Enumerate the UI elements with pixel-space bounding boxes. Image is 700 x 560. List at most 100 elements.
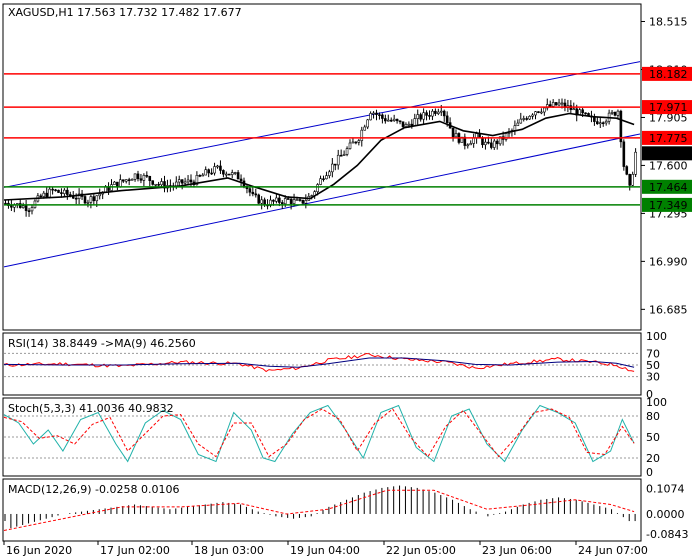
candle-body [389,119,393,122]
candle-body [66,189,69,195]
candle-body [251,191,255,195]
moving-average-line [3,112,635,201]
candle-body [316,184,319,193]
candle-body [557,102,561,106]
candle-body [219,165,222,171]
candle-body [30,207,34,212]
candle-body [366,119,369,128]
candle-body [27,210,31,212]
candle-body [451,127,455,138]
candle-body [392,118,396,121]
candle-body [522,118,526,120]
candle-body [207,169,210,174]
candle-body [460,136,464,143]
candle-body [189,179,193,183]
candle-body [604,120,608,124]
candle-body [545,104,549,109]
candle-body [42,192,46,197]
candle-body [581,109,584,114]
candle-body [525,118,528,120]
stoch-layer [3,404,640,463]
candle-body [331,163,334,173]
candle-body [10,205,13,208]
candle-body [584,112,587,115]
candle-body [236,172,240,180]
candle-body [369,113,372,121]
candle-body [593,116,596,122]
candle-body [145,175,149,177]
candle-body [45,192,49,198]
candle-body [492,140,496,148]
candle-body [622,141,626,167]
candle-body [572,108,576,111]
candle-body [336,154,340,166]
candle-body [51,188,54,191]
candle-body [328,171,331,176]
candle-body [407,123,411,126]
candle-body [625,166,629,175]
support-price-box [642,197,692,212]
candle-body [398,120,402,123]
macd-label: MACD(12,26,9) -0.0258 0.0106 [8,483,179,496]
symbol-header: XAGUSD,H1 17.563 17.732 17.482 17.677 [8,6,242,19]
candle-body [60,192,63,194]
candle-body [404,124,408,127]
candle-body [360,129,364,141]
candle-body [227,173,231,176]
candle-body [345,148,349,155]
candle-body [257,194,261,204]
candle-body [628,173,632,186]
candle-body [534,111,537,116]
y-tick-label: 18.515 [649,16,688,29]
stoch-tick-label: 100 [646,396,667,409]
candle-body [163,181,166,189]
candle-body [322,178,325,181]
candle-body [463,136,467,146]
y-tick-label: 16.685 [649,303,688,316]
candle-body [174,181,178,187]
x-tick-label: 17 Jun 02:00 [100,544,170,557]
candle-body [151,180,155,185]
candle-body [233,172,237,174]
candle-body [378,114,381,116]
candle-body [484,141,487,146]
candle-body [498,136,502,145]
candle-body [472,137,475,144]
candle-body [634,151,637,175]
stoch-tick-label: 50 [646,431,660,444]
candle-body [186,179,190,183]
candle-body [254,193,258,196]
candle-body [596,121,599,125]
candle-body [260,199,263,204]
rsi-line [3,352,635,373]
rsi-ma-line [3,357,635,368]
candle-body [540,111,543,114]
candle-body [537,111,540,113]
candle-body [157,183,160,186]
resistance-price-box [642,130,692,145]
candle-body [289,198,293,204]
candle-body [292,199,296,204]
candle-body [413,118,417,127]
x-tick-label: 18 Jun 03:00 [194,544,264,557]
stoch-k-line [3,404,635,463]
x-tick-label: 16 Jun 2020 [6,544,72,557]
candle-body [325,175,328,180]
candle-body [613,111,617,116]
candle-body [442,110,446,117]
candle-body [295,199,299,201]
candle-body [495,140,499,145]
candle-body [428,115,431,117]
candle-body [89,196,93,203]
candle-body [560,102,564,105]
candle-body [434,110,437,114]
candle-body [39,195,43,198]
candle-body [180,179,184,184]
rsi-panel [2,332,642,396]
rsi-layer [3,352,640,378]
candle-body [466,144,470,147]
stoch-tick-label: 20 [646,452,660,465]
axis-layer: 18.51518.21017.90517.60017.29516.99016.6… [3,16,692,557]
candle-body [136,173,140,180]
